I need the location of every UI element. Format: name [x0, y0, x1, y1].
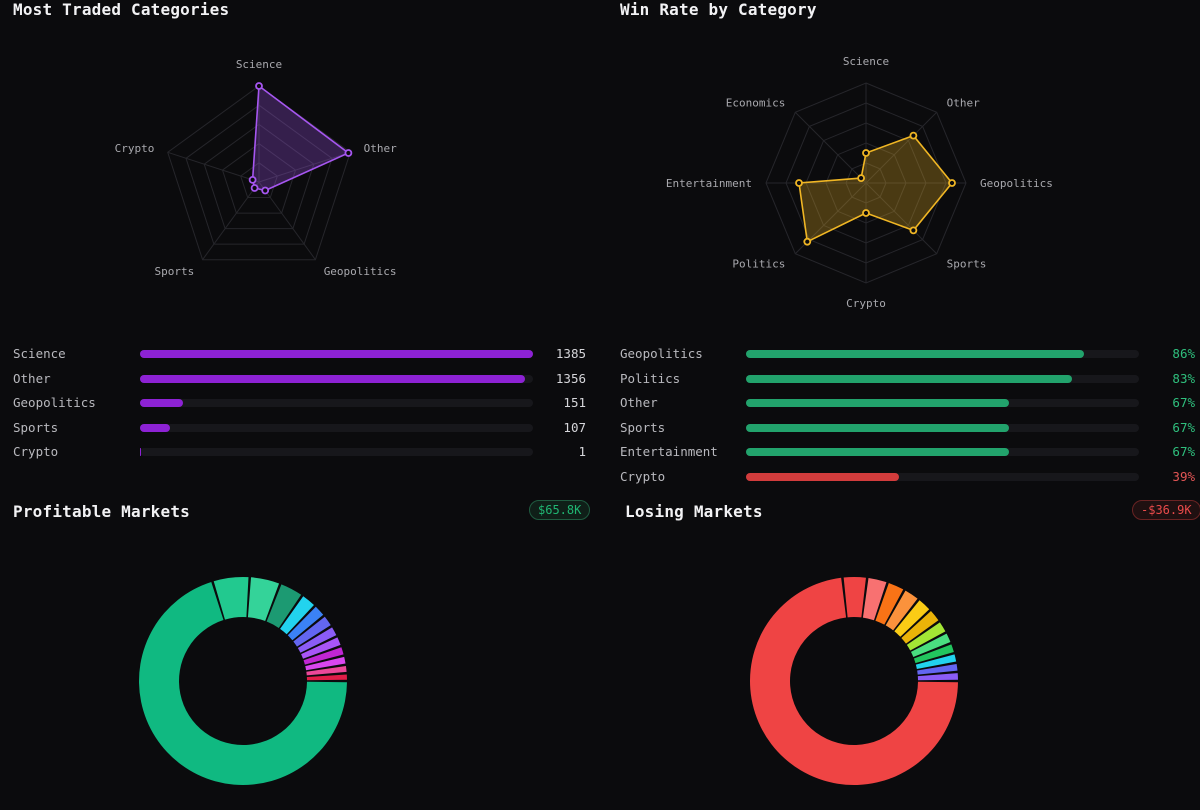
radar-axis-label-sports: Sports [155, 265, 195, 278]
bar-fill-geopolitics [140, 399, 183, 407]
bar-label: Sports [620, 420, 665, 435]
bar-fill-geopolitics [746, 350, 1084, 358]
radar-point-other [345, 150, 351, 156]
radar-spoke [203, 182, 259, 260]
bar-fill-other [140, 375, 525, 383]
win-rate-radar: Science Other Geopolitics Sports Crypto Polit… [600, 0, 1200, 320]
radar-axis-label-crypto: Crypto [115, 142, 155, 155]
bar-value: 1356 [556, 371, 586, 386]
bar-row-geopolitics: Geopolitics 86% [620, 344, 1195, 364]
profitable-total-badge: $65.8K [529, 500, 590, 520]
bar-track [746, 350, 1139, 358]
bar-label: Geopolitics [620, 346, 703, 361]
bar-label: Other [13, 371, 51, 386]
bar-track [140, 399, 533, 407]
radar-series-area [799, 136, 952, 242]
bar-label: Science [13, 346, 66, 361]
win-rate-bars: Geopolitics 86% Politics 83% Other 67% Sports 6… [620, 344, 1195, 494]
bar-label: Sports [13, 420, 58, 435]
bar-label: Crypto [13, 444, 58, 459]
bar-track [140, 375, 533, 383]
bar-value: 67% [1172, 395, 1195, 410]
radar-axis-label-other: Other [947, 96, 980, 109]
bar-label: Other [620, 395, 658, 410]
losing-markets-donut [724, 550, 984, 810]
radar-axis-label-geopolitics: Geopolitics [324, 265, 397, 278]
bar-fill-politics [746, 375, 1072, 383]
bar-track [746, 375, 1139, 383]
most-traded-bars: Science 1385 Other 1356 Geopolitics 151 Sports… [13, 344, 588, 474]
bar-fill-entertainment [746, 448, 1009, 456]
radar-axis-label-entertainment: Entertainment [666, 177, 752, 190]
radar-point-geopolitics [949, 180, 955, 186]
profitable-markets-donut [113, 550, 373, 810]
bar-row-science: Science 1385 [13, 344, 588, 364]
bar-row-crypto: Crypto 1 [13, 442, 588, 462]
bar-row-sports: Sports 107 [13, 418, 588, 438]
bar-fill-science [140, 350, 533, 358]
losing-markets-title: Losing Markets [625, 502, 763, 521]
bar-row-politics: Politics 83% [620, 369, 1195, 389]
bar-value: 107 [563, 420, 586, 435]
radar-point-politics [804, 239, 810, 245]
radar-point-science [863, 150, 869, 156]
bar-fill-other [746, 399, 1009, 407]
bar-fill-crypto [746, 473, 899, 481]
radar-point-sports [910, 227, 916, 233]
bar-value: 1385 [556, 346, 586, 361]
radar-series-area [253, 86, 349, 191]
radar-axis-label-science: Science [236, 58, 282, 71]
radar-point-crypto [250, 177, 256, 183]
bar-track [746, 424, 1139, 432]
radar-point-economics [858, 175, 864, 181]
radar-point-sports [252, 185, 258, 191]
bar-label: Geopolitics [13, 395, 96, 410]
radar-spoke [168, 152, 259, 182]
donut-slice-12 [918, 673, 958, 680]
bar-value: 151 [563, 395, 586, 410]
bar-fill-sports [140, 424, 170, 432]
radar-axis-label-science: Science [843, 55, 889, 68]
bar-value: 83% [1172, 371, 1195, 386]
radar-axis-label-other: Other [364, 142, 397, 155]
radar-axis-label-sports: Sports [947, 258, 987, 271]
radar-point-geopolitics [262, 188, 268, 194]
bar-row-sports: Sports 67% [620, 418, 1195, 438]
bar-track [746, 473, 1139, 481]
radar-axis-label-politics: Politics [732, 258, 785, 271]
bar-label: Entertainment [620, 444, 718, 459]
bar-track [140, 448, 533, 456]
most-traded-radar: Science Other Geopolitics Sports Crypto [0, 0, 600, 320]
radar-axis-label-geopolitics: Geopolitics [980, 177, 1053, 190]
bar-track [140, 424, 533, 432]
radar-point-crypto [863, 210, 869, 216]
bar-row-other: Other 67% [620, 393, 1195, 413]
radar-point-entertainment [796, 180, 802, 186]
radar-axis-label-crypto: Crypto [846, 297, 886, 310]
radar-axis-label-economics: Economics [726, 96, 786, 109]
bar-value: 67% [1172, 444, 1195, 459]
donut-slice-1 [844, 577, 866, 617]
donut-slice-12 [307, 674, 347, 680]
bar-track [746, 448, 1139, 456]
bar-value: 39% [1172, 469, 1195, 484]
bar-value: 86% [1172, 346, 1195, 361]
bar-row-other: Other 1356 [13, 369, 588, 389]
losing-total-badge: -$36.9K [1132, 500, 1200, 520]
bar-track [746, 399, 1139, 407]
bar-track [140, 350, 533, 358]
bar-value: 67% [1172, 420, 1195, 435]
bar-label: Politics [620, 371, 680, 386]
bar-row-entertainment: Entertainment 67% [620, 442, 1195, 462]
bar-fill-sports [746, 424, 1009, 432]
bar-row-crypto: Crypto 39% [620, 467, 1195, 487]
radar-point-science [256, 83, 262, 89]
radar-point-other [910, 133, 916, 139]
bar-row-geopolitics: Geopolitics 151 [13, 393, 588, 413]
profitable-markets-title: Profitable Markets [13, 502, 190, 521]
bar-value: 1 [578, 444, 586, 459]
bar-label: Crypto [620, 469, 665, 484]
